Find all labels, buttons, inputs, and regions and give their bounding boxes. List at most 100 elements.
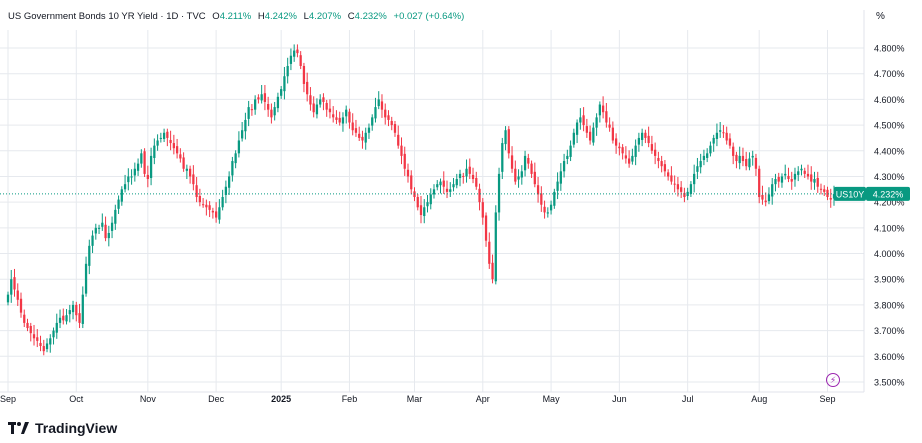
x-tick-label: Mar (407, 394, 423, 404)
candle-body (166, 131, 169, 138)
candle-body (13, 277, 16, 290)
candle-body (140, 153, 143, 164)
y-axis[interactable]: 4.800% 4.700% 4.600% 4.500% 4.400% 4.300% 4.20… (874, 44, 905, 388)
price-scale-unit[interactable]: % (876, 11, 885, 22)
candle-body (582, 115, 585, 126)
candle-body (283, 76, 286, 92)
candle (787, 167, 790, 183)
candle (29, 322, 32, 342)
candle-body (65, 315, 68, 322)
candle (13, 268, 16, 297)
candle (387, 110, 390, 127)
candle (393, 120, 397, 137)
candle-body (741, 155, 745, 162)
y-tick-label: 4.700% (874, 69, 905, 79)
candle (803, 167, 806, 179)
candle (263, 84, 267, 111)
candle-body (784, 173, 787, 176)
open-label: O (212, 11, 220, 22)
candle-body (117, 199, 120, 209)
candle-body (510, 155, 514, 169)
candle-body (211, 210, 215, 213)
candle-body (751, 155, 754, 158)
candle-body (332, 114, 335, 118)
y-tick-label: 4.800% (874, 44, 905, 54)
x-tick-label: Aug (751, 394, 767, 404)
candle-body (312, 103, 315, 113)
candle-body (205, 204, 208, 208)
candle (94, 223, 97, 240)
candle (39, 335, 42, 352)
candle (634, 139, 637, 166)
candle-body (588, 131, 592, 141)
candle (491, 254, 494, 284)
candle-body (214, 211, 218, 218)
candle (299, 51, 302, 70)
candle (517, 169, 520, 188)
candle-body (32, 334, 36, 339)
candle (332, 106, 335, 123)
candle-body (667, 172, 670, 177)
candle (234, 150, 237, 169)
candle-body (491, 262, 494, 280)
candle (631, 148, 634, 165)
candle (426, 194, 429, 213)
candle (257, 94, 260, 104)
candle-body (136, 163, 140, 171)
candle (81, 286, 84, 329)
candle (797, 166, 800, 182)
candle (439, 178, 442, 194)
candle (732, 142, 735, 165)
candle-body (410, 175, 413, 190)
candle-body (406, 169, 410, 177)
candle (296, 44, 299, 58)
candle (650, 135, 654, 154)
candle (637, 132, 641, 152)
x-tick-label: Nov (140, 394, 157, 404)
candle (722, 125, 725, 138)
candle (335, 110, 338, 125)
candle-body (605, 111, 608, 123)
candle-body (471, 174, 475, 180)
candle (618, 142, 621, 156)
candle (328, 99, 332, 119)
candle (244, 112, 247, 140)
candle-body (10, 279, 13, 295)
candle (458, 169, 462, 187)
x-axis[interactable]: Sep Oct Nov Dec 2025 Feb Mar Apr May Jun Jul Aug Sep (0, 394, 836, 404)
candle (429, 188, 432, 210)
candle-body (71, 304, 75, 313)
x-tick-label: Dec (208, 394, 225, 404)
candle (416, 193, 419, 211)
candle-body (533, 171, 536, 185)
x-tick-label: Feb (342, 394, 358, 404)
candle-body (42, 346, 45, 352)
flash-icon[interactable]: ⚡ (826, 373, 840, 387)
candle (107, 225, 110, 247)
candle-body (549, 204, 553, 211)
candle (397, 125, 400, 149)
candle (741, 147, 745, 167)
candle-body (689, 184, 693, 194)
candle (75, 301, 78, 322)
candle (26, 318, 29, 332)
candle-body (263, 93, 267, 102)
candle-body (58, 317, 62, 323)
candle (702, 149, 706, 166)
candle (712, 134, 715, 152)
tradingview-logo[interactable]: TradingView (8, 420, 117, 436)
candle-body (201, 204, 205, 206)
candle (36, 329, 39, 348)
candle-body (819, 188, 823, 190)
candle (559, 163, 562, 191)
candle (823, 185, 826, 196)
candle (680, 181, 683, 199)
candle-body (400, 145, 403, 156)
candlestick-chart[interactable]: 4.800% 4.700% 4.600% 4.500% 4.400% 4.300% 4.20… (0, 0, 922, 412)
candle (179, 148, 182, 163)
candle-body (6, 294, 10, 303)
candle-body (228, 176, 231, 188)
candle (348, 108, 351, 129)
candle-body (130, 176, 133, 178)
candle-body (393, 124, 397, 133)
